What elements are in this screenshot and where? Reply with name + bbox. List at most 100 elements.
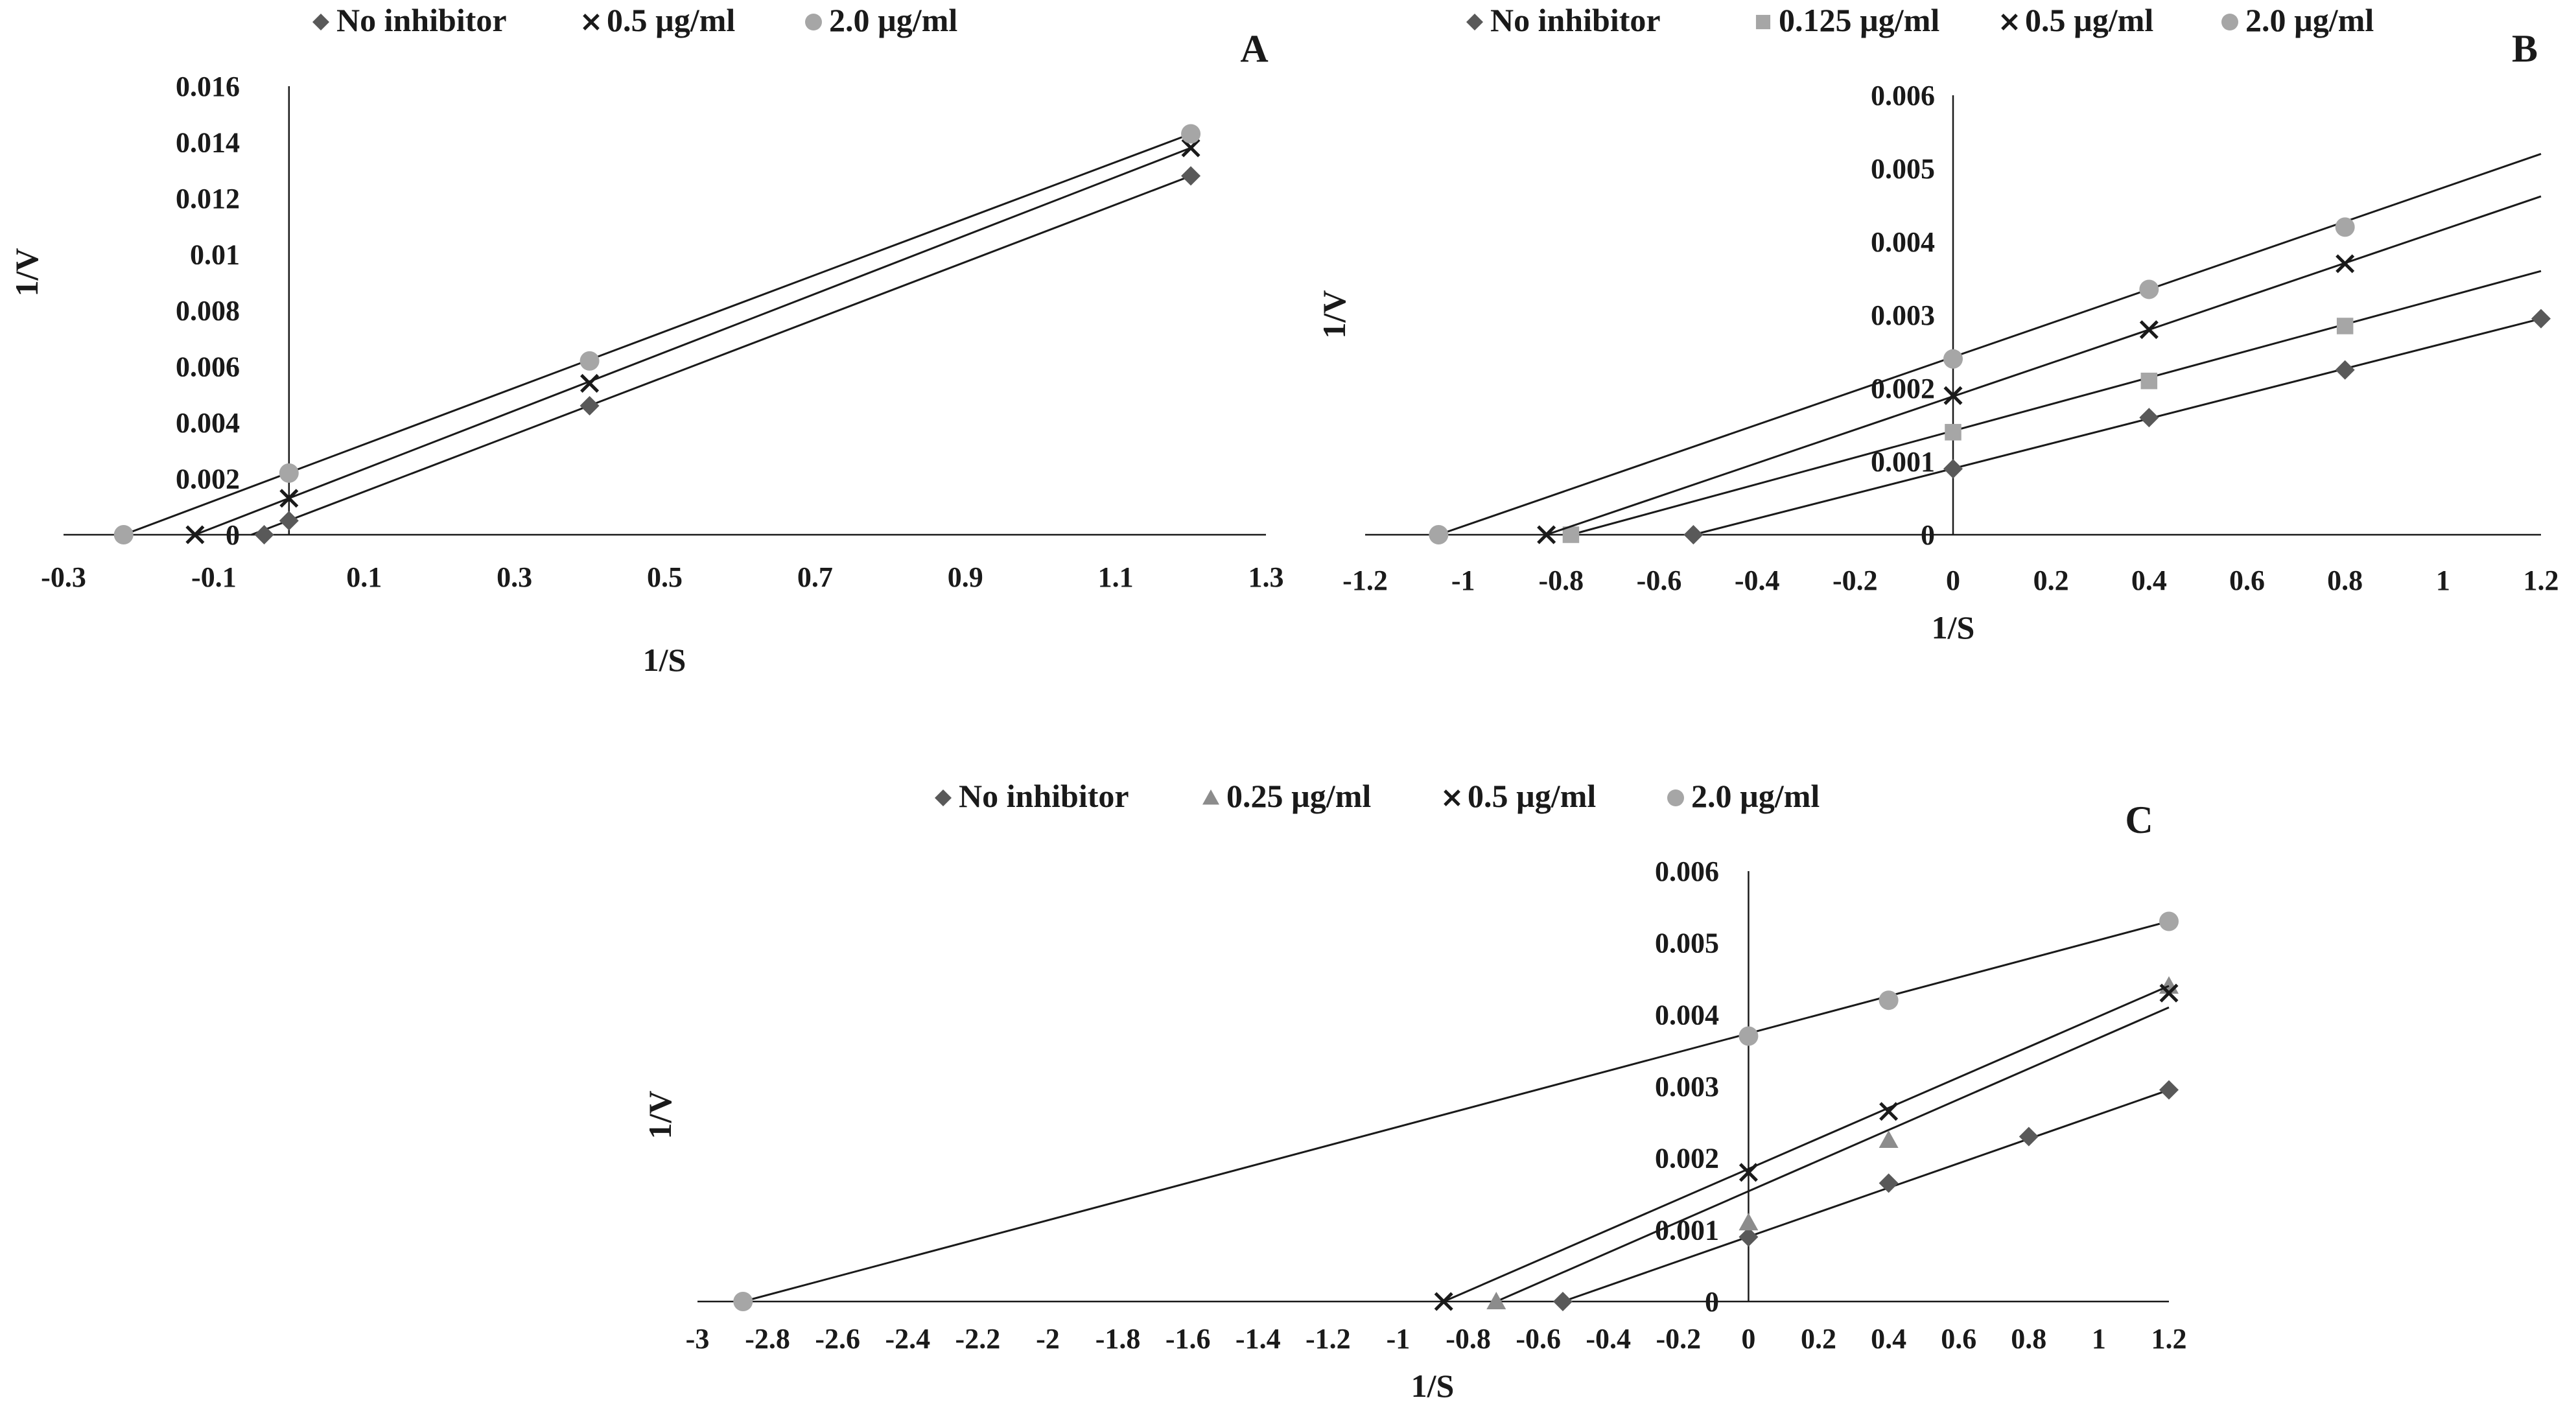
panel-c-y-tick-label: 0.004 <box>1655 999 1719 1031</box>
panel-b-x-tick-label: 1.2 <box>2523 565 2559 596</box>
panel-c-data-point <box>1879 1130 1899 1148</box>
panel-c-data-point <box>1739 1026 1759 1046</box>
panel-c-data-point <box>1879 1102 1899 1121</box>
panel-b-x-tick-label: -0.4 <box>1735 565 1780 596</box>
panel-b-y-tick-label: 0 <box>1921 519 1935 551</box>
panel-a-data-point <box>185 525 205 544</box>
panel-b-data-point <box>2139 320 2159 340</box>
panel-b-data-point <box>1943 459 1963 479</box>
panel-b-data-point <box>1537 525 1556 544</box>
panel-b-x-tick-label: -0.8 <box>1539 565 1584 596</box>
panel-a-data-point <box>279 489 299 508</box>
panel-c-data-point <box>1879 1173 1899 1193</box>
panel-b-y-tick-label: 0.004 <box>1871 226 1935 258</box>
panel-c-legend-marker <box>1667 789 1684 806</box>
panel-b-x-tick-label: 0.4 <box>2131 565 2167 596</box>
panel-c-x-tick-label: 0.8 <box>2011 1323 2046 1355</box>
panel-c-panel-label: C <box>2125 799 2153 841</box>
panel-b-y-tick-label: 0.006 <box>1871 80 1935 111</box>
panel-c-data-point <box>733 1292 753 1311</box>
panel-a-x-tick-label: 0.5 <box>647 561 683 593</box>
panel-c-x-tick-label: -2 <box>1036 1323 1060 1355</box>
panel-c-x-tick-label: 1.2 <box>2151 1323 2187 1355</box>
panel-c-data-point <box>2019 1127 2039 1147</box>
panel-c-x-tick-label: 1 <box>2092 1323 2106 1355</box>
panel-a-data-point <box>1181 124 1201 144</box>
panel-c-y-tick-label: 0.005 <box>1655 928 1719 959</box>
panel-c-x-tick-label: -1.8 <box>1095 1323 1141 1355</box>
panel-c-x-axis-title: 1/S <box>1411 1368 1455 1404</box>
panel-b-x-tick-label: -0.6 <box>1637 565 1682 596</box>
panel-c-y-axis-title: 1/V <box>642 1091 678 1139</box>
panel-a-legend-marker <box>805 14 822 30</box>
panel-a-data-point <box>279 463 299 483</box>
panel-c-legend-label: 0.5 µg/ml <box>1468 778 1596 814</box>
panel-c-y-tick-label: 0.003 <box>1655 1071 1719 1103</box>
panel-c-data-point <box>2159 983 2179 1003</box>
panel-b-panel-label: B <box>2512 27 2538 70</box>
panel-b-legend-label: No inhibitor <box>1490 2 1661 38</box>
panel-c-x-tick-label: -0.2 <box>1656 1323 1702 1355</box>
panel-a-y-tick-label: 0.008 <box>176 295 240 327</box>
panel-c-data-point <box>2159 1080 2179 1100</box>
panel-c-trendline <box>742 920 2170 1303</box>
panel-b-x-tick-label: -1.2 <box>1342 565 1388 596</box>
panel-b-data-point <box>2335 217 2355 237</box>
panel-b-data-point <box>2336 254 2355 274</box>
panel-b-data-point <box>2140 372 2158 390</box>
panel-c-x-tick-label: 0 <box>1741 1323 1755 1355</box>
panel-a-y-tick-label: 0.002 <box>176 463 240 495</box>
panel-a-y-tick-label: 0.012 <box>176 183 240 215</box>
panel-c-x-tick-label: -3 <box>686 1323 710 1355</box>
panel-a-x-tick-label: 0.9 <box>948 561 983 593</box>
panel-b-y-tick-label: 0.003 <box>1871 299 1935 331</box>
panel-a-trendline <box>194 146 1191 536</box>
panel-c-y-tick-label: 0.006 <box>1655 856 1719 887</box>
panel-c-x-tick-label: 0.4 <box>1871 1323 1906 1355</box>
panel-a-x-tick-label: 0.1 <box>346 561 382 593</box>
panel-a-data-point <box>1181 166 1201 186</box>
panel-a-trendline <box>123 133 1191 536</box>
panel-c-data-point <box>1879 990 1899 1010</box>
panel-a-legend-marker <box>583 14 600 30</box>
panel-c-trendline <box>1495 1006 2170 1303</box>
panel-a-data-point <box>580 351 600 371</box>
panel-b-data-point <box>2139 279 2159 299</box>
panel-a-legend-label: No inhibitor <box>336 2 507 38</box>
panel-c-x-tick-label: 0.2 <box>1801 1323 1836 1355</box>
panel-a-trendline <box>251 174 1191 536</box>
panel-c-data-point <box>2159 911 2179 931</box>
panel-b-legend-label: 0.125 µg/ml <box>1779 2 1939 38</box>
panel-c-legend-label: No inhibitor <box>959 778 1129 814</box>
panel-c-legend-label: 0.25 µg/ml <box>1226 778 1371 814</box>
panel-c-y-tick-label: 0.002 <box>1655 1143 1719 1174</box>
panel-b-legend-marker <box>1755 14 1771 30</box>
panel-a-x-axis-title: 1/S <box>643 642 686 678</box>
panel-c-data-point <box>1486 1292 1506 1309</box>
panel-a-data-point <box>279 511 299 531</box>
panel-b-x-axis-title: 1/S <box>1932 609 1975 646</box>
panel-a-x-tick-label: 1.1 <box>1098 561 1134 593</box>
panel-c-trendline <box>1562 1089 2170 1303</box>
panel-c-x-tick-label: -2.6 <box>815 1323 860 1355</box>
panel-a-legend-label: 2.0 µg/ml <box>829 2 957 38</box>
panel-b-x-tick-label: 1 <box>2436 565 2450 596</box>
panel-b-data-point <box>1943 349 1963 369</box>
panel-b-y-tick-label: 0.005 <box>1871 153 1935 185</box>
panel-b-legend-label: 0.5 µg/ml <box>2025 2 2153 38</box>
panel-b-legend-marker <box>1466 14 1483 30</box>
panel-b-x-tick-label: 0.6 <box>2229 565 2265 596</box>
panel-a-data-point <box>580 396 600 416</box>
panel-c-data-point <box>1552 1292 1573 1311</box>
panel-a-x-tick-label: 1.3 <box>1248 561 1284 593</box>
panel-c-data-point <box>1739 1227 1759 1247</box>
panel-c-x-tick-label: -2.4 <box>885 1323 930 1355</box>
panel-c-legend-marker <box>935 789 952 806</box>
panel-b-legend-marker <box>2221 14 2238 30</box>
panel-c-legend-label: 2.0 µg/ml <box>1691 778 1820 814</box>
panel-c-data-point <box>1434 1292 1453 1311</box>
panel-a-x-tick-label: -0.3 <box>41 561 86 593</box>
panel-c-x-tick-label: -0.6 <box>1516 1323 1561 1355</box>
panel-c-x-tick-label: -1.4 <box>1235 1323 1281 1355</box>
